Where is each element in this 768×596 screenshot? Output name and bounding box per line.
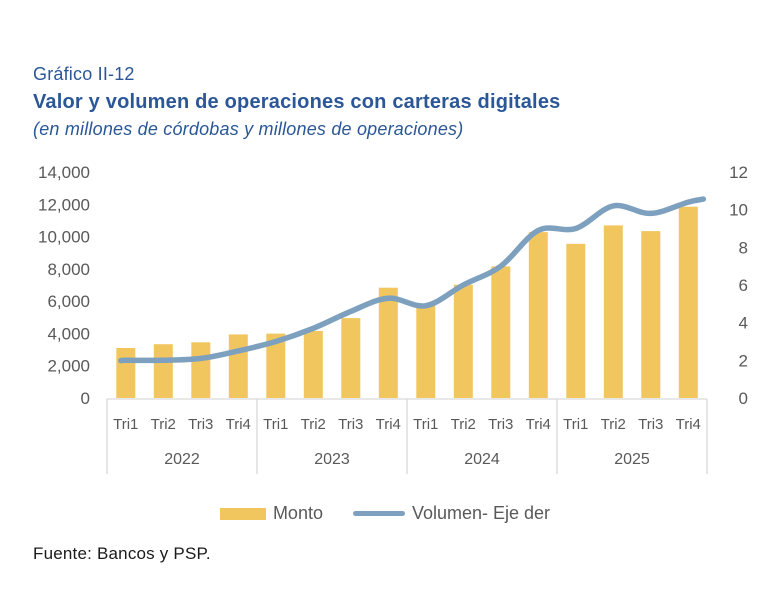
quarter-label: Tri4	[226, 416, 251, 433]
bar-monto	[191, 342, 211, 398]
quarter-label: Tri2	[301, 416, 326, 433]
volumen-line-swatch	[352, 511, 405, 516]
year-label: 2024	[464, 451, 500, 468]
bar-monto	[453, 284, 473, 398]
quarter-label: Tri2	[151, 416, 176, 433]
right-axis-tick-label: 0	[739, 389, 748, 408]
bar-monto	[528, 232, 548, 398]
chart-legend: Monto Volumen- Eje der	[30, 503, 740, 524]
volumen-line	[118, 196, 707, 364]
monto-bar-swatch	[219, 507, 266, 520]
legend-label-monto: Monto	[272, 503, 323, 523]
quarter-label: Tri1	[563, 416, 588, 433]
right-axis-tick-label: 6	[739, 276, 748, 295]
bar-monto	[153, 344, 173, 398]
quarter-label: Tri4	[676, 416, 701, 433]
right-axis-tick-label: 8	[739, 238, 748, 257]
bar-monto	[378, 287, 398, 398]
bar-monto	[416, 304, 436, 398]
quarter-label: Tri1	[113, 416, 138, 433]
year-label: 2023	[314, 451, 350, 468]
bar-monto	[603, 225, 623, 398]
figure-number: Gráfico II-12	[33, 64, 135, 84]
quarter-label: Tri2	[451, 416, 476, 433]
bar-monto	[341, 318, 361, 398]
left-axis-tick-label: 10,000	[38, 228, 90, 247]
left-axis-tick-label: 0	[81, 389, 90, 408]
legend-item-volumen: Volumen- Eje der	[352, 503, 551, 524]
right-axis-tick-label: 10	[729, 201, 748, 220]
bar-monto	[303, 331, 323, 398]
source-note: Fuente: Bancos y PSP.	[33, 544, 211, 563]
quarter-label: Tri4	[376, 416, 401, 433]
bar-monto	[641, 231, 661, 398]
legend-item-monto: Monto	[219, 503, 323, 524]
year-label: 2022	[164, 451, 200, 468]
quarter-label: Tri3	[488, 416, 513, 433]
quarter-label: Tri3	[338, 416, 363, 433]
left-axis-tick-label: 4,000	[47, 324, 90, 343]
bar-monto	[678, 206, 698, 398]
bar-monto	[566, 243, 586, 398]
legend-label-volumen: Volumen- Eje der	[411, 503, 551, 523]
quarter-label: Tri2	[601, 416, 626, 433]
bar-monto	[228, 334, 248, 398]
bar-monto	[116, 348, 136, 398]
quarter-label: Tri4	[526, 416, 551, 433]
left-axis-tick-label: 2,000	[47, 357, 90, 376]
year-label: 2025	[614, 451, 650, 468]
left-axis-tick-label: 12,000	[38, 195, 90, 214]
figure-subtitle: (en millones de córdobas y millones de o…	[33, 119, 464, 139]
quarter-label: Tri1	[413, 416, 438, 433]
left-axis-tick-label: 8,000	[47, 260, 90, 279]
left-axis-tick-label: 6,000	[47, 292, 90, 311]
left-axis-tick-label: 14,000	[38, 163, 90, 182]
figure-title: Valor y volumen de operaciones con carte…	[33, 91, 561, 113]
quarter-label: Tri3	[638, 416, 663, 433]
quarter-label: Tri3	[188, 416, 213, 433]
right-axis-tick-label: 4	[739, 314, 748, 333]
quarter-label: Tri1	[263, 416, 288, 433]
right-axis-tick-label: 12	[729, 163, 748, 182]
bar-monto	[266, 333, 286, 398]
right-axis-tick-label: 2	[739, 351, 748, 370]
bar-monto	[491, 266, 511, 398]
